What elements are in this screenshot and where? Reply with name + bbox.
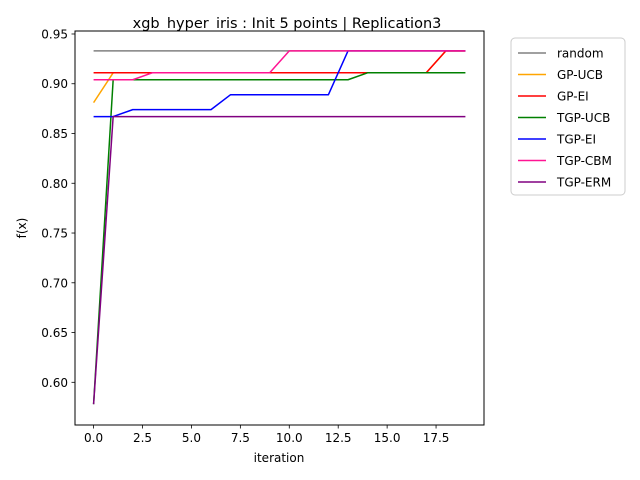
y-tick-label: 0.80: [41, 177, 68, 191]
legend-box: [510, 37, 626, 196]
series-line-tgp-ucb: [92, 72, 466, 405]
legend-label-tgp-erm: TGP-ERM: [556, 176, 611, 190]
y-tick-label: 0.95: [41, 27, 68, 41]
y-axis-label: f(x): [15, 218, 29, 239]
x-tick-label: 0.0: [84, 431, 103, 445]
x-tick-label: 15.0: [374, 431, 401, 445]
x-tick-label: 7.5: [231, 431, 250, 445]
series-line-tgp-erm: [92, 115, 466, 405]
y-tick-label: 0.60: [41, 376, 68, 390]
plot-series-group: [92, 50, 466, 405]
y-tick-label: 0.75: [41, 227, 68, 241]
legend-label-gp-ucb: GP-UCB: [557, 68, 603, 82]
series-line-tgp-cbm: [93, 50, 466, 81]
legend-label-random: random: [557, 47, 604, 61]
x-tick-label: 10.0: [276, 431, 303, 445]
legend-label-gp-ei: GP-EI: [557, 90, 589, 104]
plot-frame: [74, 30, 485, 426]
chart-title: xgb_hyper_iris : Init 5 points | Replica…: [133, 16, 442, 32]
x-tick-label: 5.0: [182, 431, 201, 445]
y-tick-label: 0.90: [41, 77, 68, 91]
x-axis-label: iteration: [254, 451, 305, 465]
x-tick-label: 2.5: [133, 431, 152, 445]
y-tick-label: 0.70: [41, 276, 68, 290]
y-tick-label: 0.85: [41, 127, 68, 141]
legend-label-tgp-cbm: TGP-CBM: [556, 154, 612, 168]
y-axis: 0.60 0.65 0.70 0.75 0.80 0.85 0.90 0.95: [41, 27, 75, 390]
x-axis: 0.0 2.5 5.0 7.5 10.0 12.5 15.0 17.5: [84, 425, 449, 445]
x-tick-label: 12.5: [325, 431, 352, 445]
legend-label-tgp-ucb: TGP-UCB: [556, 111, 610, 125]
x-tick-label: 17.5: [423, 431, 450, 445]
y-tick-label: 0.65: [41, 326, 68, 340]
legend: random GP-UCB GP-EI TGP-UCB TGP-EI TGP-CBM TGP…: [510, 37, 626, 196]
legend-label-tgp-ei: TGP-EI: [556, 133, 596, 147]
